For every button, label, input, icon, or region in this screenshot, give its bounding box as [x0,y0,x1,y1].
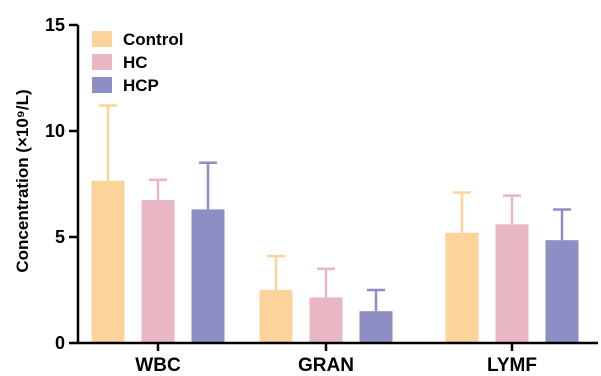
legend-swatch-control [92,31,112,47]
bar-control-wbc [91,180,125,343]
y-axis-label: Concentration (×10⁹/L) [13,89,32,272]
chart-axes: 0 5 10 15 WBC GRAN LYMF [45,15,598,376]
chart-marks [91,104,579,343]
bar-hcp-lymf [545,240,579,343]
legend-label-hc: HC [123,53,148,72]
bar-hc-lymf [495,224,529,343]
legend-swatch-hc [92,54,112,70]
y-tick-label: 5 [55,227,65,247]
x-tick-label-gran: GRAN [298,355,354,376]
bar-hcp-gran [359,311,393,343]
chart-legend: Control HC HCP [92,30,183,95]
legend-label-control: Control [123,30,183,49]
x-tick-label-lymf: LYMF [487,355,537,376]
x-tick-label-wbc: WBC [135,355,181,376]
y-tick-label: 10 [45,121,65,141]
y-tick-label: 0 [55,333,65,353]
legend-label-hcp: HCP [123,76,159,95]
bar-hc-gran [309,297,343,343]
bar-hc-wbc [141,199,175,343]
y-tick-label: 15 [45,15,65,35]
bar-control-lymf [445,232,479,343]
legend-swatch-hcp [92,77,112,93]
bar-hcp-wbc [191,209,225,343]
bar-control-gran [259,290,293,343]
